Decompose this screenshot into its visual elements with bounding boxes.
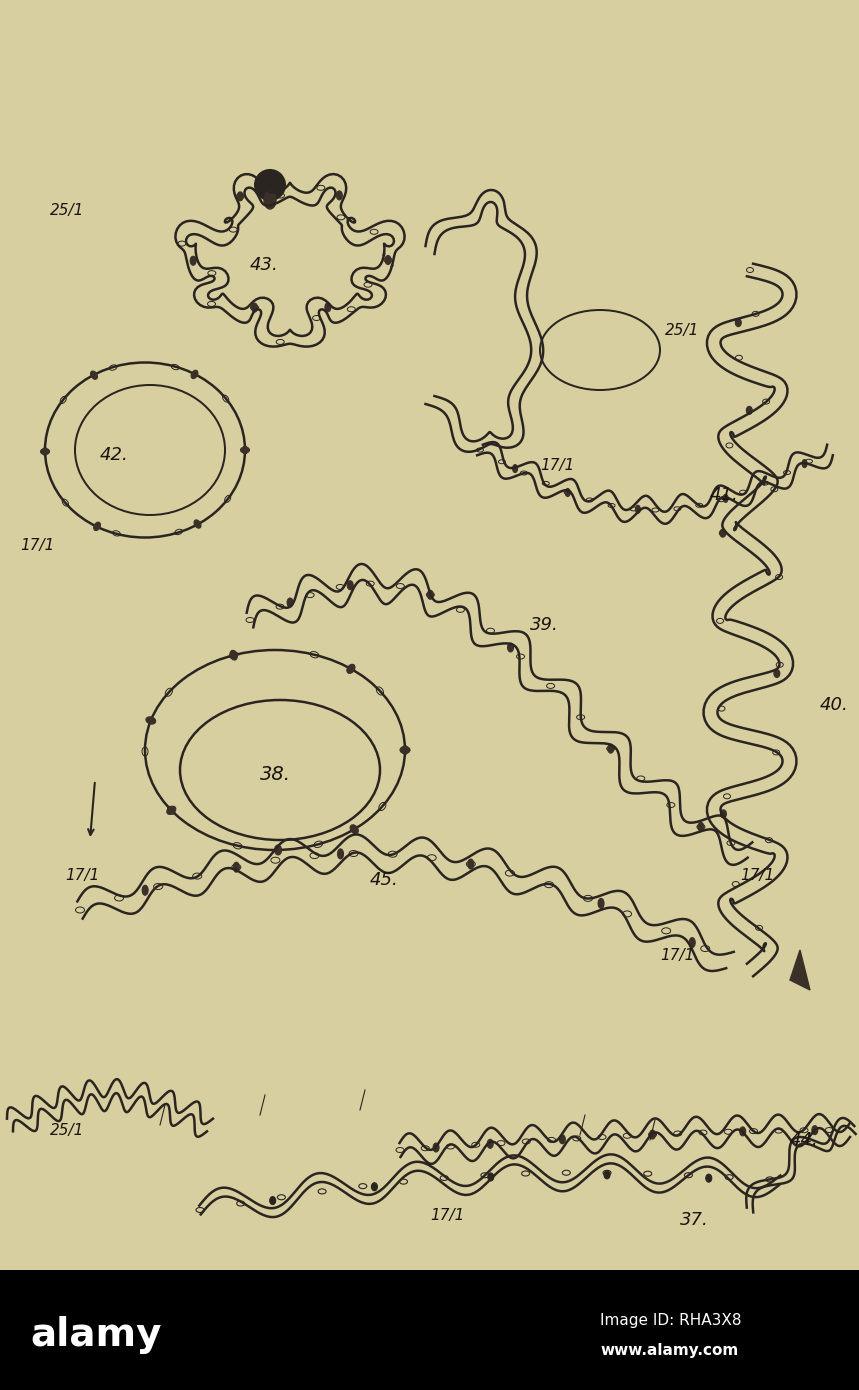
Ellipse shape: [347, 581, 353, 589]
Text: 17/1: 17/1: [430, 1208, 465, 1223]
Ellipse shape: [720, 530, 726, 537]
Ellipse shape: [487, 1140, 493, 1148]
Ellipse shape: [488, 1173, 494, 1181]
Ellipse shape: [698, 823, 704, 831]
Ellipse shape: [468, 859, 474, 869]
Ellipse shape: [802, 460, 807, 467]
Ellipse shape: [649, 1130, 655, 1138]
Text: www.alamy.com: www.alamy.com: [600, 1343, 738, 1358]
Ellipse shape: [234, 862, 240, 872]
Ellipse shape: [94, 523, 101, 531]
Ellipse shape: [636, 506, 641, 513]
Ellipse shape: [287, 598, 293, 607]
Text: 37.: 37.: [680, 1211, 709, 1229]
Polygon shape: [790, 949, 810, 990]
Ellipse shape: [275, 845, 282, 855]
Ellipse shape: [270, 1197, 276, 1205]
Ellipse shape: [400, 746, 410, 753]
Ellipse shape: [325, 303, 331, 311]
Ellipse shape: [428, 591, 433, 599]
Ellipse shape: [191, 370, 198, 378]
Ellipse shape: [264, 190, 276, 208]
Text: 17/1: 17/1: [20, 538, 54, 553]
Ellipse shape: [689, 938, 695, 948]
Ellipse shape: [241, 448, 249, 453]
Text: alamy: alamy: [30, 1316, 161, 1354]
Text: 42.: 42.: [100, 446, 129, 464]
Text: 17/1: 17/1: [660, 948, 694, 963]
Ellipse shape: [237, 192, 243, 200]
Ellipse shape: [735, 318, 741, 327]
Ellipse shape: [167, 806, 176, 815]
Ellipse shape: [774, 670, 780, 677]
Ellipse shape: [721, 810, 727, 817]
Text: 41.: 41.: [710, 486, 739, 505]
Text: 25/1: 25/1: [50, 203, 84, 218]
Ellipse shape: [604, 1170, 610, 1179]
Ellipse shape: [508, 644, 514, 652]
Ellipse shape: [190, 256, 196, 265]
Text: 17/1: 17/1: [65, 867, 100, 883]
Ellipse shape: [565, 488, 570, 496]
Ellipse shape: [146, 717, 155, 724]
Text: 44.: 44.: [790, 1131, 819, 1150]
Ellipse shape: [142, 885, 148, 895]
Ellipse shape: [194, 520, 201, 528]
Ellipse shape: [252, 303, 258, 313]
Text: 40.: 40.: [820, 696, 849, 714]
Ellipse shape: [598, 898, 604, 909]
Ellipse shape: [706, 1175, 712, 1182]
Circle shape: [255, 170, 285, 200]
Text: 25/1: 25/1: [665, 322, 699, 338]
Ellipse shape: [347, 664, 355, 673]
Ellipse shape: [40, 449, 50, 455]
Ellipse shape: [740, 1127, 746, 1136]
Ellipse shape: [433, 1143, 439, 1152]
Ellipse shape: [337, 190, 343, 200]
Ellipse shape: [338, 849, 344, 859]
Text: 45.: 45.: [370, 872, 399, 890]
Text: 17/1: 17/1: [540, 457, 575, 473]
Ellipse shape: [385, 256, 391, 264]
Ellipse shape: [723, 495, 728, 502]
Text: 43.: 43.: [250, 256, 279, 274]
Ellipse shape: [350, 824, 358, 834]
Ellipse shape: [607, 744, 613, 753]
Text: Image ID: RHA3X8: Image ID: RHA3X8: [600, 1312, 741, 1327]
Ellipse shape: [559, 1134, 565, 1144]
Text: 39.: 39.: [530, 616, 558, 634]
Ellipse shape: [230, 651, 237, 660]
Text: 25/1: 25/1: [50, 1123, 84, 1138]
Ellipse shape: [513, 464, 518, 473]
Text: 17/1: 17/1: [740, 867, 774, 883]
Ellipse shape: [812, 1126, 818, 1134]
Ellipse shape: [746, 406, 752, 414]
Text: 38.: 38.: [260, 765, 291, 784]
Ellipse shape: [90, 371, 97, 379]
Ellipse shape: [371, 1183, 377, 1191]
